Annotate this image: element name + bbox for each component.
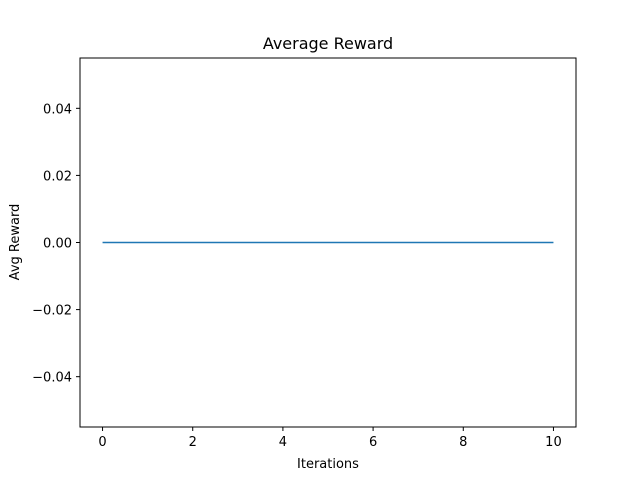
x-tick-label: 8 [459,435,467,450]
y-tick-label: 0.00 [43,237,72,252]
x-axis-ticks: 0 2 4 6 8 10 [98,427,562,450]
chart-title: Average Reward [263,34,393,53]
y-tick-label: −0.04 [32,371,72,386]
x-tick-label: 0 [98,435,106,450]
plot-frame [79,57,577,428]
y-axis-label: Avg Reward [8,204,23,281]
x-tick-label: 10 [545,435,562,450]
x-tick-label: 2 [189,435,197,450]
x-tick-label: 6 [369,435,377,450]
y-tick-label: 0.02 [43,169,72,184]
y-axis-ticks: −0.04 −0.02 0.00 0.02 0.04 [32,102,80,386]
x-tick-label: 4 [279,435,287,450]
y-tick-label: 0.04 [43,102,72,117]
y-tick-label: −0.02 [32,304,72,319]
x-axis-label: Iterations [297,457,359,472]
